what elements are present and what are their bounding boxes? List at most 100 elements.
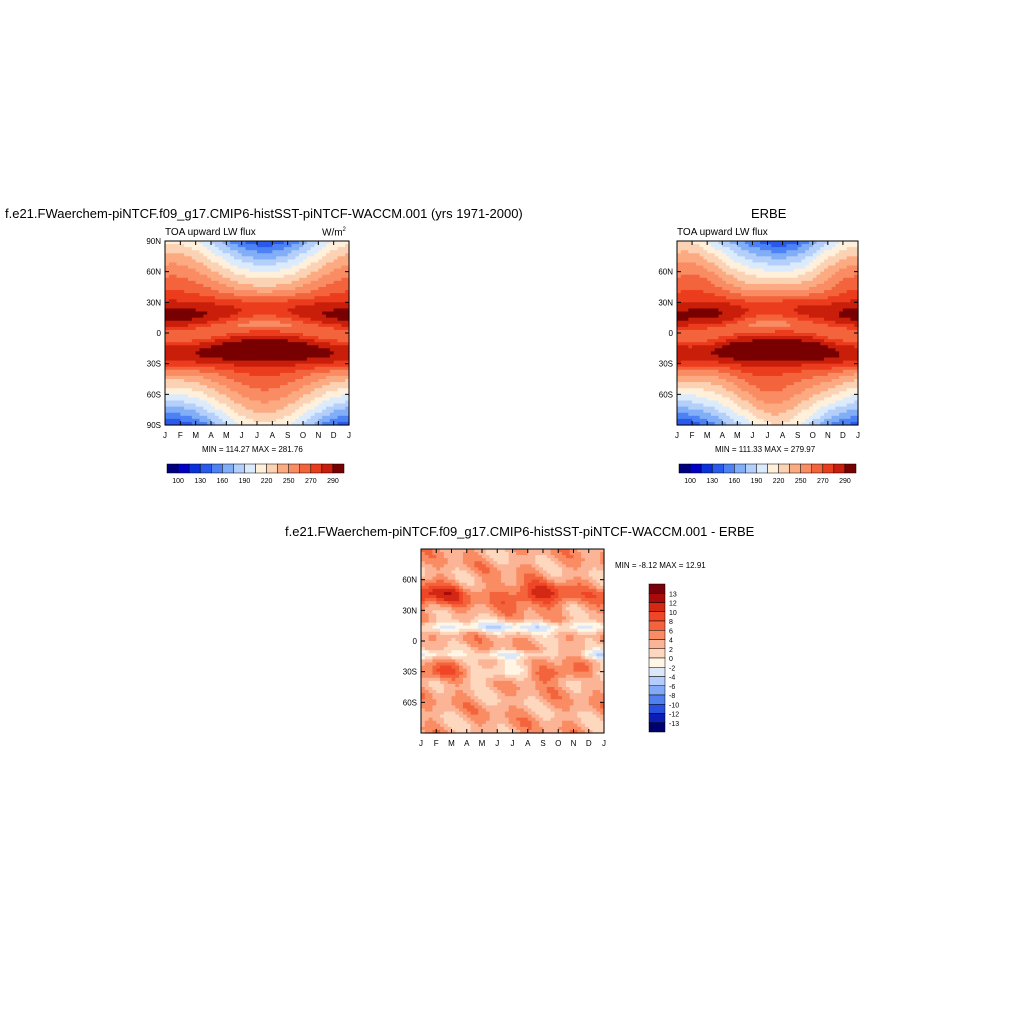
chart1-cell <box>226 311 231 316</box>
chart2-cell <box>699 277 704 282</box>
chart2-cell <box>741 323 746 328</box>
chart1-cell <box>176 375 181 380</box>
chart1-cell <box>195 363 201 368</box>
chart1-cell <box>280 314 285 319</box>
chart1-cell <box>314 403 319 408</box>
chart2-cell <box>733 299 738 303</box>
chart2-cell <box>824 314 829 319</box>
chart1-cell <box>326 247 331 251</box>
chart1-cell <box>218 351 224 356</box>
chart1-cell <box>234 268 239 273</box>
chart2-cell <box>771 308 776 313</box>
chart2-cell <box>756 329 761 334</box>
chart1-cell <box>168 302 174 306</box>
chart2-cell <box>737 274 742 279</box>
chart1-cell <box>310 265 316 270</box>
chart1-cell <box>191 418 197 423</box>
chart1-cell <box>287 244 293 248</box>
chart1-cell <box>264 382 270 386</box>
chart1-cell <box>303 326 308 331</box>
chart1-cell <box>249 323 254 328</box>
chart1-cell <box>207 302 212 306</box>
chart2-cell <box>820 339 825 343</box>
chart2-cell <box>782 253 787 257</box>
chart1-cell <box>337 360 342 365</box>
chart2-cell <box>752 305 757 310</box>
chart1-cell <box>337 409 342 414</box>
chart2-cell <box>812 336 818 340</box>
chart1-cell <box>303 317 308 322</box>
chart1-cell <box>333 372 339 377</box>
chart1-cell <box>249 369 254 374</box>
chart2-cell <box>722 262 727 267</box>
chart1-cell <box>329 366 335 371</box>
chart1-cell <box>326 283 331 288</box>
chart2-cell <box>748 342 754 346</box>
chart2-cell <box>816 250 821 254</box>
chart2-cell <box>710 299 716 303</box>
chart2-cell <box>741 296 746 300</box>
chart1-cell <box>329 382 335 386</box>
chart2-cell <box>692 268 697 273</box>
chart2-cell <box>756 277 761 282</box>
chart1-cell <box>245 415 250 420</box>
chart2-cell <box>703 299 708 303</box>
chart1-cell <box>268 326 273 331</box>
chart1-cell <box>314 265 319 270</box>
chart1-cell <box>176 305 181 310</box>
chart2-cell <box>707 317 712 322</box>
chart1-cell <box>257 412 262 417</box>
chart2-cell <box>797 268 803 273</box>
chart2-cell <box>737 326 742 331</box>
chart2-cell <box>722 247 727 251</box>
chart2-cell <box>775 250 780 254</box>
chart2-cell <box>820 351 825 356</box>
chart1-colorbar-box <box>177 463 190 474</box>
chart1-cell <box>333 265 339 270</box>
chart1-cell <box>268 250 273 254</box>
chart1-cell <box>295 369 300 374</box>
chart1-cell <box>176 372 181 377</box>
chart1-cell <box>257 348 262 352</box>
chart2-cell <box>733 280 738 285</box>
chart1-cell <box>203 271 208 276</box>
chart2-cell <box>737 308 742 313</box>
chart1-cell <box>176 421 181 426</box>
chart2-cell <box>846 290 852 294</box>
chart2-cell <box>827 357 833 362</box>
chart2-cell <box>726 283 731 288</box>
chart1-cell <box>249 354 254 359</box>
chart2-cell <box>748 293 754 297</box>
chart2-cell <box>677 366 682 371</box>
chart1-cell <box>326 311 331 316</box>
chart2-cell <box>808 283 814 288</box>
chart2-cell <box>710 308 716 313</box>
chart2-cell <box>718 290 723 294</box>
chart2-cell <box>782 339 787 343</box>
chart2-cell <box>714 247 720 251</box>
chart2-cell <box>767 265 772 270</box>
chart1-cell <box>207 287 212 291</box>
chart1-cell <box>230 296 235 300</box>
chart1-cell <box>199 391 204 395</box>
chart1-cell <box>326 412 331 417</box>
chart2-cell <box>778 308 784 313</box>
chart2-cell <box>846 360 852 365</box>
chart2-cell <box>842 271 848 276</box>
chart1-cell <box>299 379 304 383</box>
chart2-cell <box>827 351 833 356</box>
chart2-cell <box>688 320 693 325</box>
chart2-cell <box>737 357 742 362</box>
chart1-cell <box>329 363 335 368</box>
chart2-cell <box>703 348 708 352</box>
chart1-cell <box>245 265 250 270</box>
chart1-cell <box>345 336 350 340</box>
chart1-cell <box>310 283 316 288</box>
chart1-cell <box>333 271 339 276</box>
chart1-cell <box>341 409 346 414</box>
chart2-cell <box>703 290 708 294</box>
chart2-cell <box>801 360 806 365</box>
chart1-cell <box>230 323 235 328</box>
chart1-cell <box>253 412 258 417</box>
chart2-cell <box>699 305 704 310</box>
